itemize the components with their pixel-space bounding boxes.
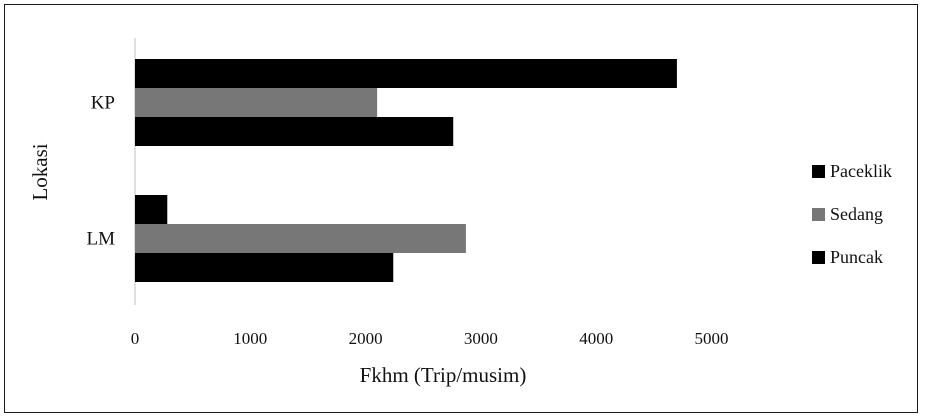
- legend-swatch-sedang: [812, 208, 825, 221]
- bar-kp-puncak: [135, 117, 454, 146]
- category-label-kp: KP: [91, 93, 115, 114]
- bar-kp-sedang: [135, 88, 378, 117]
- bar-lm-sedang: [135, 224, 466, 253]
- category-labels: KP LM: [87, 93, 116, 250]
- legend-label-paceklik: Paceklik: [830, 161, 892, 181]
- bar-lm-paceklik: [135, 195, 168, 224]
- legend-swatch-paceklik: [812, 165, 825, 178]
- bars-group: [135, 59, 677, 282]
- legend-label-sedang: Sedang: [830, 204, 883, 224]
- legend-swatch-puncak: [812, 251, 825, 264]
- legend: Paceklik Sedang Puncak: [812, 161, 892, 267]
- x-tick-label: 4000: [579, 329, 613, 348]
- bar-kp-paceklik: [135, 59, 677, 88]
- y-axis-title: Lokasi: [28, 143, 52, 200]
- category-label-lm: LM: [87, 229, 116, 250]
- x-tick-label: 2000: [349, 329, 383, 348]
- x-tick-label: 1000: [233, 329, 267, 348]
- bar-lm-puncak: [135, 253, 394, 282]
- x-tick-label: 0: [131, 329, 140, 348]
- legend-label-puncak: Puncak: [830, 247, 883, 267]
- x-tick-labels: 0 1000 2000 3000 4000 5000: [131, 329, 729, 348]
- x-tick-label: 5000: [695, 329, 729, 348]
- x-axis-title: Fkhm (Trip/musim): [360, 363, 527, 387]
- x-tick-label: 3000: [464, 329, 498, 348]
